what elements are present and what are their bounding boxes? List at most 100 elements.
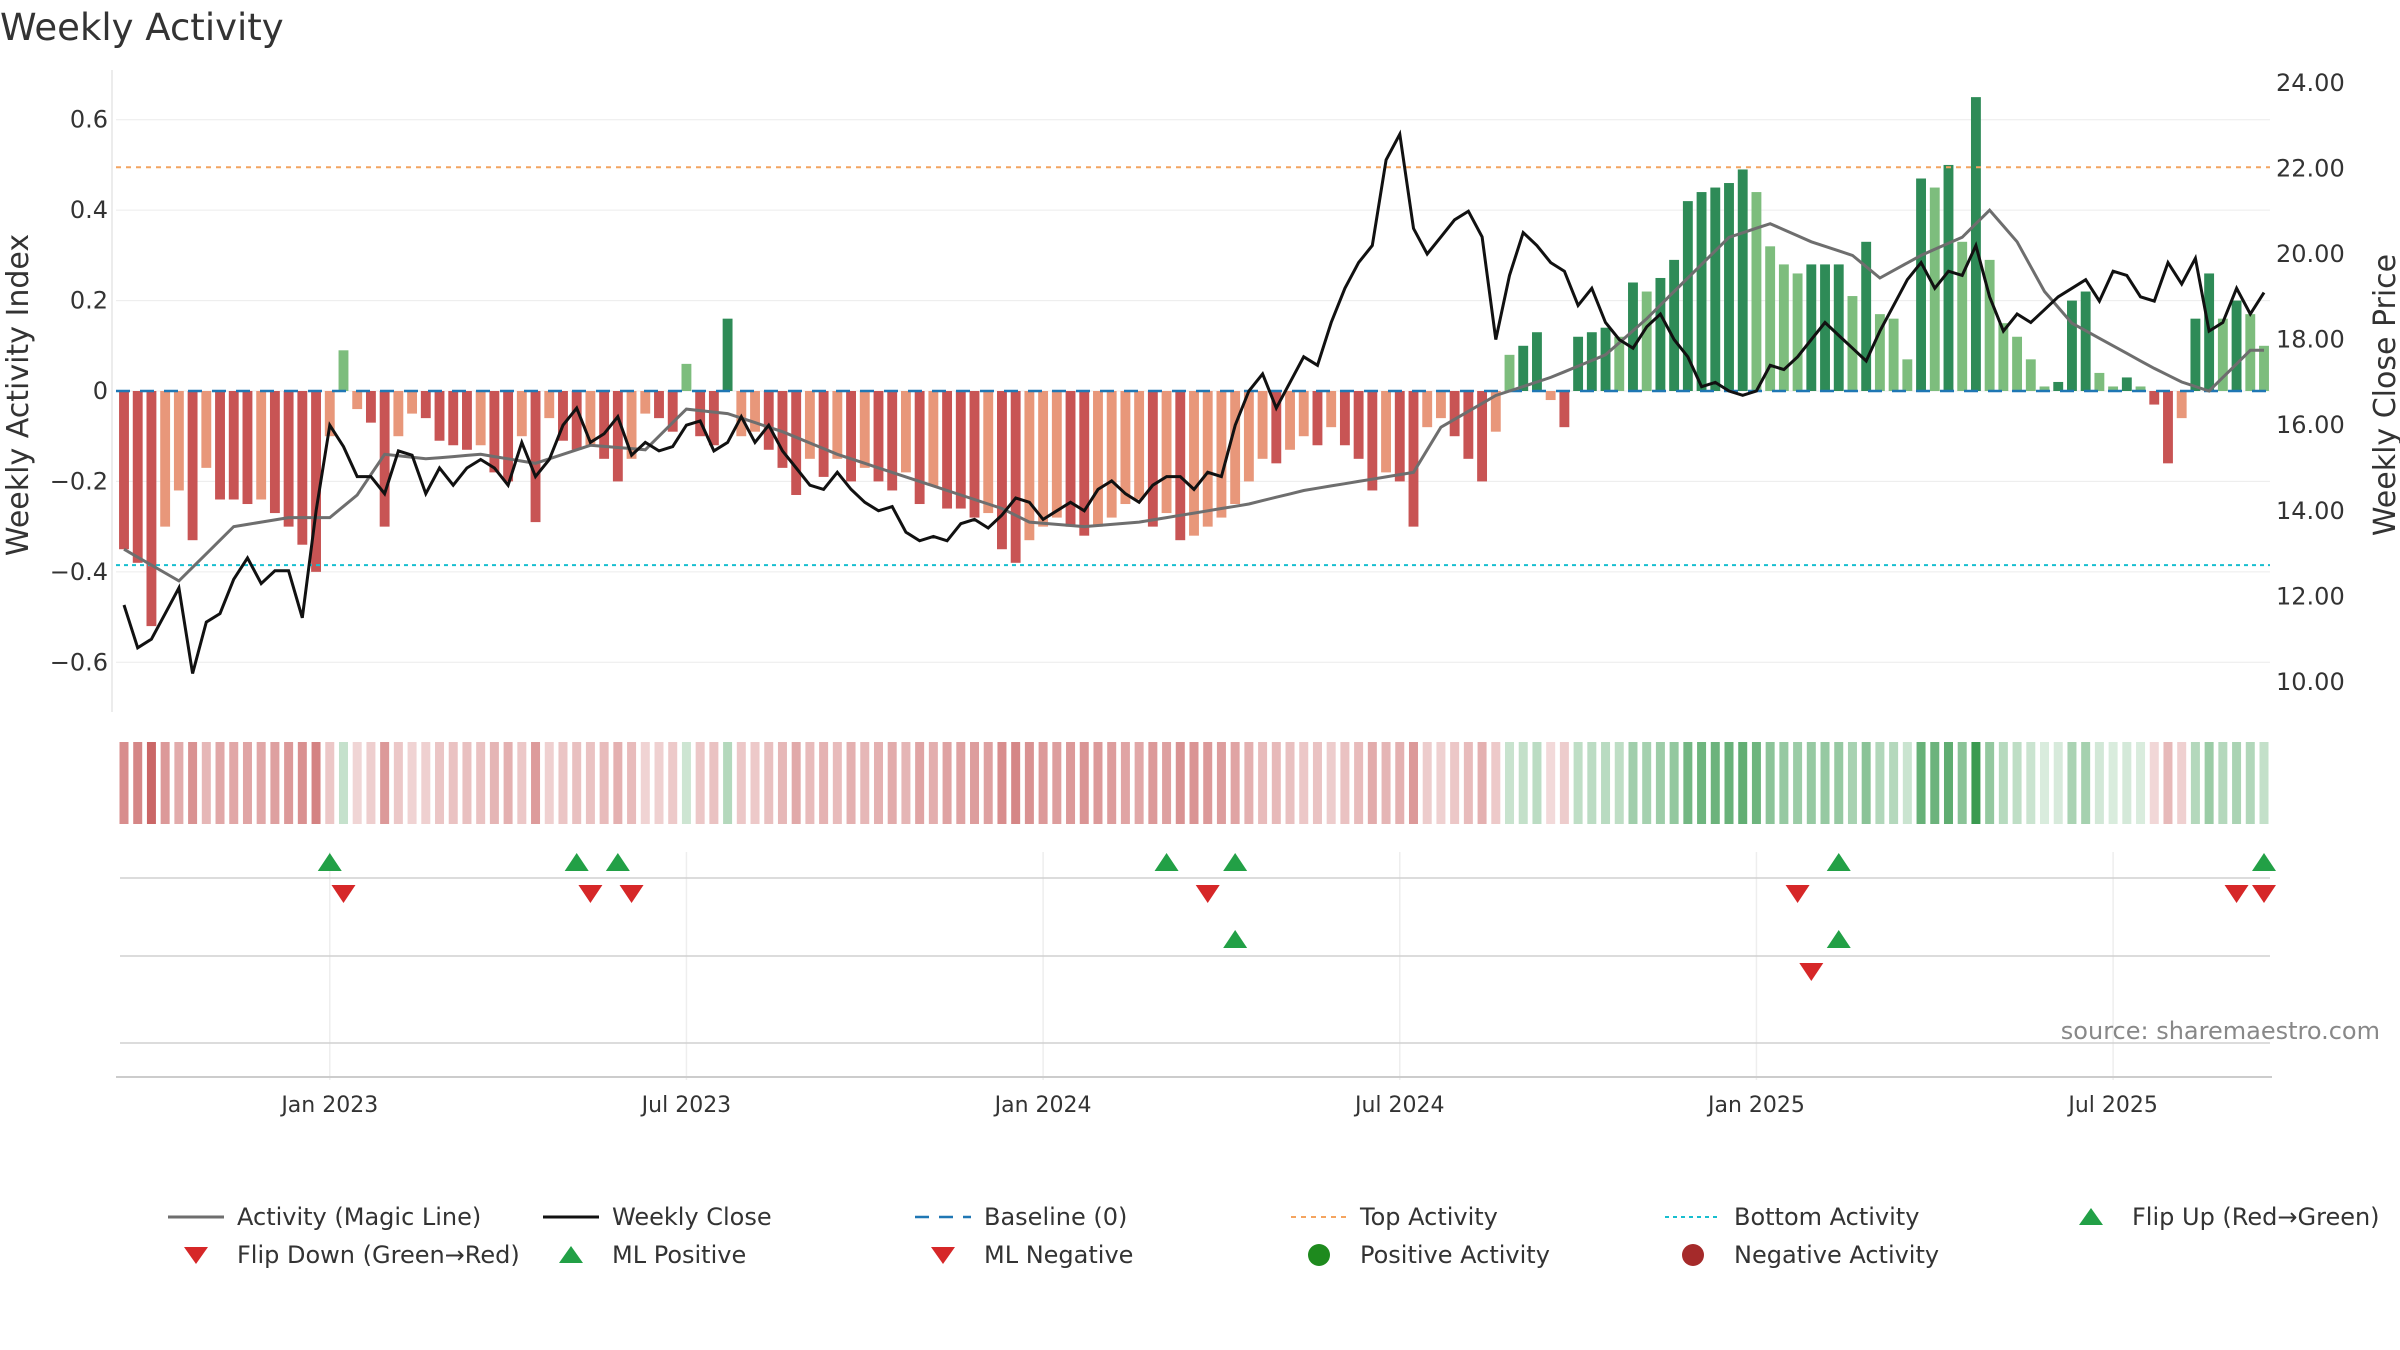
heat-cell (1669, 742, 1679, 824)
activity-bar (2012, 336, 2023, 391)
heat-cell (338, 742, 348, 824)
heat-cell (819, 742, 829, 824)
activity-bar (914, 391, 925, 505)
heat-cell (681, 742, 691, 824)
activity-bar (2025, 359, 2036, 391)
heat-cell (1971, 742, 1981, 824)
activity-bar (846, 391, 856, 482)
heat-cell (311, 742, 321, 824)
heat-cell (1011, 742, 1021, 824)
heat-cell (1436, 742, 1446, 824)
activity-bar (1079, 391, 1090, 536)
flip-up-marker (1154, 853, 1179, 871)
heat-cell (2218, 742, 2228, 824)
heat-cell (503, 742, 513, 824)
legend-label: Flip Up (Red→Green) (2132, 1203, 2380, 1231)
heat-cell (970, 742, 980, 824)
flip-down-marker (2224, 885, 2249, 903)
activity-bar (1285, 391, 1295, 450)
activity-bar (379, 391, 390, 527)
heat-cell (352, 742, 362, 824)
heat-cell (1079, 742, 1089, 824)
activity-bar (1888, 318, 1899, 391)
activity-bar (1449, 391, 1460, 437)
heat-cell (421, 742, 431, 824)
activity-bar (1230, 391, 1241, 505)
heat-cell (1271, 742, 1281, 824)
activity-bar (1504, 354, 1515, 391)
activity-bar (1216, 391, 1227, 518)
activity-bar (859, 391, 870, 468)
heat-cell (256, 742, 266, 824)
activity-bar (791, 391, 802, 495)
right-tick-label: 14.00 (2276, 497, 2345, 525)
activity-bar (1010, 391, 1021, 563)
flip-up-marker (317, 853, 342, 871)
activity-bar (160, 391, 171, 527)
heat-cell (1697, 742, 1707, 824)
heat-cell (517, 742, 527, 824)
heat-cell (928, 742, 938, 824)
legend-swatch (1682, 1244, 1704, 1266)
activity-bar (955, 391, 966, 509)
heat-cell (1847, 742, 1857, 824)
heat-cell (1312, 742, 1322, 824)
legend-label: Activity (Magic Line) (237, 1203, 481, 1231)
heat-cell (2067, 742, 2077, 824)
heat-cell (1422, 742, 1432, 824)
activity-bar (393, 391, 404, 437)
activity-bar (1902, 359, 1913, 391)
heat-cell (2012, 742, 2022, 824)
activity-bar (2217, 318, 2228, 391)
heat-cell (1093, 742, 1103, 824)
activity-bar (695, 391, 706, 437)
heat-cell (860, 742, 870, 824)
activity-bar (1490, 391, 1501, 432)
heat-cell (1024, 742, 1034, 824)
right-tick-label: 16.00 (2276, 411, 2345, 439)
heat-cell (1806, 742, 1816, 824)
activity-bar (173, 391, 184, 491)
right-tick-label: 22.00 (2276, 154, 2345, 182)
x-tick-label: Jul 2025 (2066, 1093, 2158, 1118)
heat-cell (1299, 742, 1309, 824)
magic-line (123, 208, 2264, 583)
activity-bar (1751, 192, 1762, 391)
activity-bar (2121, 377, 2132, 391)
heat-cell (1998, 742, 2008, 824)
left-tick-label: −0.6 (50, 648, 108, 676)
activity-bar (887, 391, 898, 491)
heat-cell (723, 742, 733, 824)
heat-cell (284, 742, 294, 824)
legend-item-flipup: Flip Up (Red→Green) (2079, 1203, 2380, 1231)
source-note: source: sharemaestro.com (2061, 1017, 2380, 1045)
activity-bar (599, 391, 610, 459)
activity-bar (928, 391, 939, 486)
left-tick-label: 0.6 (70, 106, 108, 134)
activity-bar (119, 391, 129, 550)
right-tick-label: 18.00 (2276, 326, 2345, 354)
heat-cell (1326, 742, 1336, 824)
heat-cell (229, 742, 239, 824)
heat-cell (2190, 742, 2200, 824)
activity-bar (626, 391, 637, 459)
activity-bar (777, 391, 788, 468)
activity-bar (1573, 336, 1584, 391)
right-axis-ticks: 10.00 12.00 14.00 16.00 18.00 20.00 22.00 24.00 (2276, 69, 2345, 696)
heat-cell (2204, 742, 2214, 824)
activity-bar (997, 391, 1007, 550)
activity-bar (1998, 323, 2009, 391)
heat-cell (1930, 742, 1940, 824)
heat-cell (997, 742, 1007, 824)
activity-bar (1669, 259, 1680, 391)
flip-up-marker (2252, 853, 2276, 871)
heat-cell (2259, 742, 2269, 824)
activity-bar (475, 391, 486, 446)
heat-cell (393, 742, 403, 824)
heat-cell (2245, 742, 2255, 824)
activity-bar (1463, 391, 1474, 459)
activity-bar (489, 391, 500, 473)
activity-bar (667, 391, 678, 432)
legend-label: Bottom Activity (1734, 1203, 1919, 1231)
activity-bar (1737, 169, 1748, 391)
